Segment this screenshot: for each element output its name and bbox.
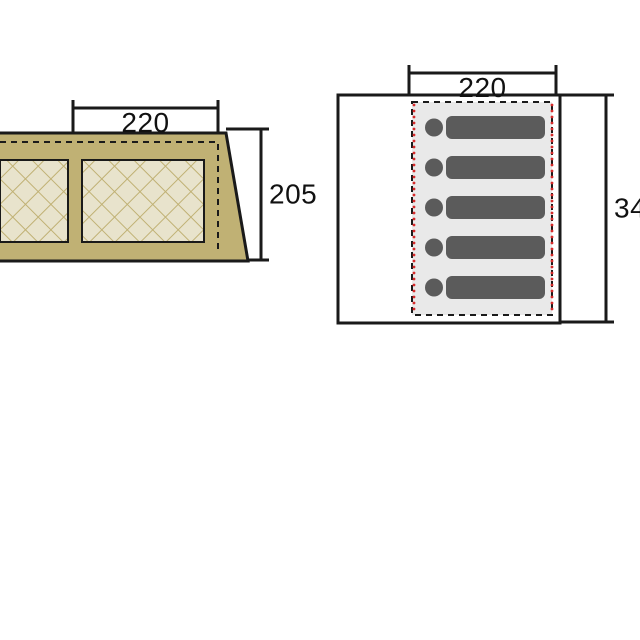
dim-side-width-label: 220 <box>121 107 169 138</box>
window-panel-1 <box>0 160 68 242</box>
dim-side-height-label: 205 <box>269 179 317 210</box>
side-elevation: 220 205 <box>0 100 317 261</box>
dim-top-depth: 340 <box>560 95 640 322</box>
window-panel-2 <box>82 160 204 242</box>
seam-dots-left <box>413 104 416 311</box>
plan-view: 220 340 <box>338 65 640 323</box>
diagram-canvas: 220 205 220 <box>0 0 640 640</box>
dim-top-width-label: 220 <box>458 72 506 103</box>
seam-dots-right <box>551 104 554 311</box>
dim-top-depth-label: 340 <box>614 193 640 224</box>
